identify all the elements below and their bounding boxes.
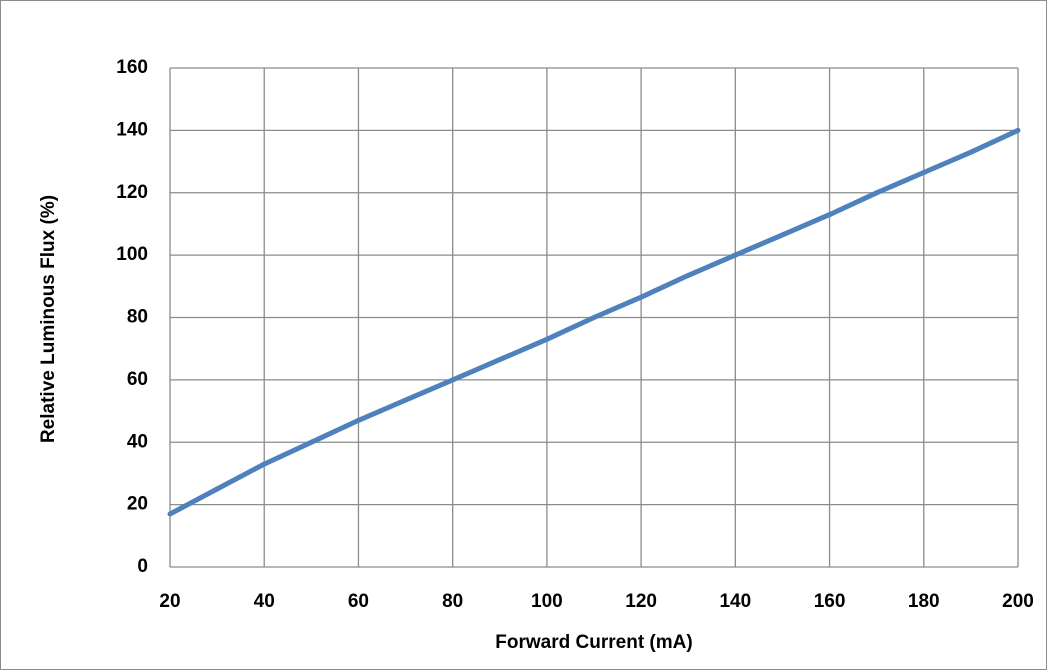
x-tick-label: 40 — [254, 591, 275, 612]
data-point — [167, 511, 173, 517]
data-point — [591, 315, 597, 320]
y-axis-title: Relative Luminous Flux (%) — [38, 195, 59, 443]
x-tick-label: 200 — [1002, 591, 1034, 612]
x-tick-label: 20 — [159, 591, 180, 612]
x-axis-title: Forward Current (mA) — [495, 632, 692, 653]
data-point — [921, 169, 927, 175]
data-point — [403, 397, 409, 403]
y-tick-label: 80 — [127, 307, 148, 328]
data-point — [355, 417, 361, 423]
data-point — [874, 190, 880, 196]
y-tick-label: 140 — [116, 119, 148, 140]
data-point — [779, 232, 785, 238]
series-line — [168, 128, 1020, 517]
data-point — [308, 439, 314, 445]
x-tick-labels: 20 40 60 80 100 120 140 160 180 200 — [159, 591, 1033, 612]
y-tick-label: 40 — [127, 431, 148, 452]
data-point — [827, 212, 833, 218]
y-tick-label: 100 — [116, 244, 148, 265]
x-tick-label: 180 — [908, 591, 940, 612]
data-point — [732, 252, 738, 258]
data-point — [685, 272, 691, 278]
x-tick-label: 100 — [531, 591, 563, 612]
y-tick-labels: 0 20 40 60 80 100 120 140 160 — [116, 57, 148, 577]
y-tick-label: 160 — [116, 57, 148, 78]
data-point — [1015, 127, 1021, 133]
x-tick-label: 140 — [719, 591, 751, 612]
data-point — [214, 486, 220, 492]
series-layer — [167, 127, 1021, 517]
x-tick-label: 120 — [625, 591, 657, 612]
data-point — [497, 357, 503, 363]
y-tick-label: 20 — [127, 494, 148, 515]
y-tick-label: 60 — [127, 369, 148, 390]
data-point — [450, 377, 456, 383]
x-tick-label: 80 — [442, 591, 463, 612]
x-tick-label: 60 — [348, 591, 369, 612]
data-point — [544, 336, 550, 342]
data-point — [638, 294, 644, 300]
x-tick-label: 160 — [814, 591, 846, 612]
data-point — [968, 149, 974, 155]
data-point — [261, 461, 267, 467]
y-tick-label: 120 — [116, 182, 148, 203]
y-tick-label: 0 — [137, 556, 148, 577]
